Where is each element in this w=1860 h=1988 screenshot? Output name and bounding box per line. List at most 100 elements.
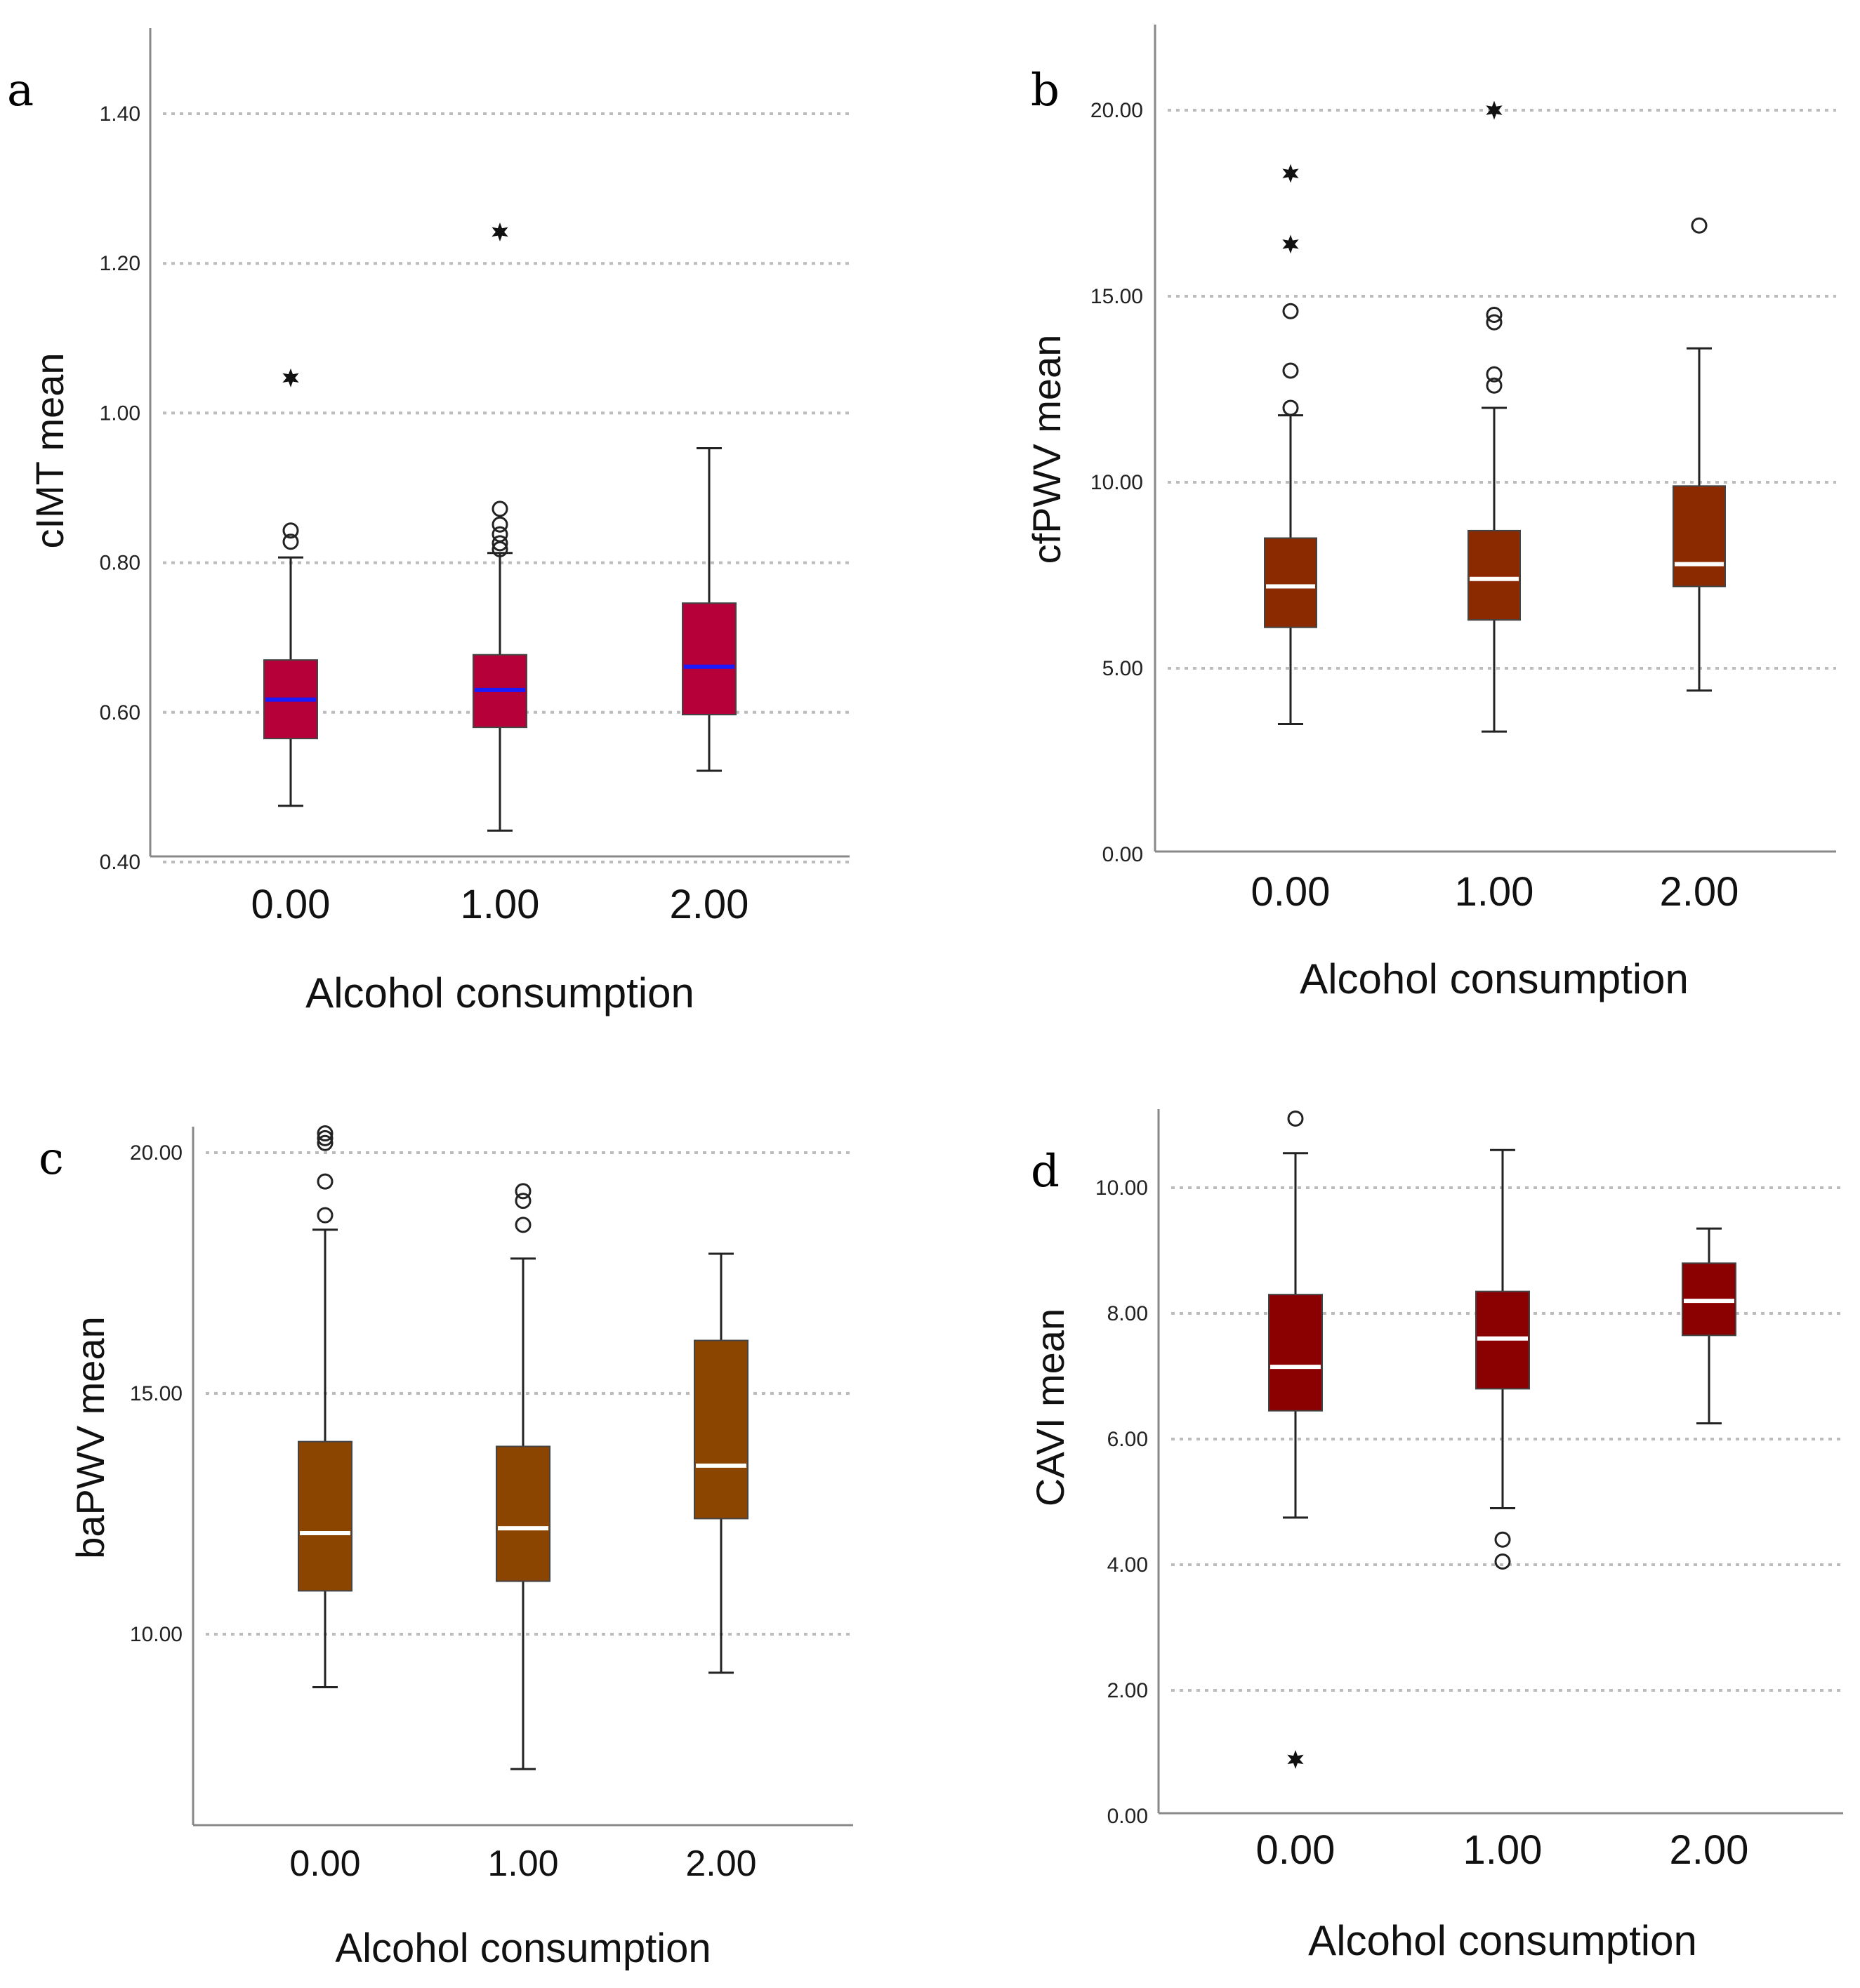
y-tick-label: 4.00 bbox=[1107, 1553, 1148, 1577]
box-group bbox=[1264, 164, 1317, 725]
chart-panel-b: b 0.00 5.00 10.00 15.00 20.00 0.00 1.00 2.00 Alco… bbox=[1024, 25, 1836, 1002]
panel-letter: a bbox=[7, 65, 34, 117]
outlier-marker bbox=[1282, 399, 1299, 416]
box bbox=[1264, 537, 1317, 628]
outlier-marker bbox=[1494, 1531, 1511, 1548]
outlier-marker bbox=[317, 1129, 334, 1146]
extreme-marker bbox=[492, 222, 508, 241]
y-tick-label: 2.00 bbox=[1107, 1679, 1148, 1702]
x-axis-label: Alcohol consumption bbox=[1308, 1917, 1697, 1964]
box-group bbox=[1475, 1148, 1530, 1570]
y-tick-label: 10.00 bbox=[130, 1623, 183, 1646]
x-tick-label: 2.00 bbox=[1660, 869, 1739, 915]
outlier-marker bbox=[1691, 217, 1708, 234]
x-axis-label: Alcohol consumption bbox=[335, 1926, 711, 1971]
panel-letter: d bbox=[1031, 1146, 1060, 1198]
box-group bbox=[694, 1252, 748, 1674]
x-tick-label: 0.00 bbox=[289, 1843, 360, 1884]
outlier-marker bbox=[282, 534, 299, 550]
outlier-marker bbox=[515, 1193, 532, 1210]
y-tick-label: 15.00 bbox=[130, 1382, 183, 1405]
y-tick-label: 20.00 bbox=[130, 1141, 183, 1165]
outlier-marker bbox=[492, 526, 508, 543]
box-group bbox=[1673, 217, 1726, 692]
extreme-marker bbox=[1287, 1749, 1304, 1769]
x-tick-label: 1.00 bbox=[1455, 869, 1534, 915]
outlier-marker bbox=[317, 1125, 334, 1142]
y-tick-label: 10.00 bbox=[1095, 1177, 1148, 1200]
box bbox=[298, 1440, 352, 1592]
outlier-marker bbox=[492, 535, 508, 552]
outlier-marker bbox=[317, 1207, 334, 1224]
y-tick-label: 0.80 bbox=[100, 552, 140, 575]
box bbox=[1268, 1294, 1323, 1412]
x-tick-label: 1.00 bbox=[1463, 1827, 1543, 1873]
x-tick-label: 0.00 bbox=[1256, 1827, 1335, 1873]
chart-panel-a: a 0.40 0.60 0.80 1.00 1.20 1.40 0.00 1.00 2.00 Alc… bbox=[7, 28, 850, 1016]
y-tick-label: 1.20 bbox=[100, 252, 140, 275]
y-axis-label: cIMT mean bbox=[27, 352, 72, 548]
x-tick-label: 1.00 bbox=[461, 882, 540, 927]
panel-letter: b bbox=[1031, 65, 1060, 117]
x-axis-label: Alcohol consumption bbox=[305, 969, 694, 1016]
outlier-marker bbox=[1486, 366, 1503, 383]
y-axis-label: baPWV mean bbox=[68, 1316, 112, 1559]
outlier-marker bbox=[282, 522, 299, 539]
y-tick-label: 0.60 bbox=[100, 701, 140, 724]
box-group bbox=[1467, 100, 1521, 733]
y-tick-label: 5.00 bbox=[1102, 657, 1143, 680]
y-tick-label: 1.00 bbox=[100, 402, 140, 425]
box bbox=[694, 1339, 748, 1520]
box-group bbox=[1268, 1111, 1323, 1769]
outlier-marker bbox=[1486, 307, 1503, 323]
box-group bbox=[298, 1125, 352, 1688]
outlier-marker bbox=[492, 516, 508, 533]
outlier-marker bbox=[1282, 362, 1299, 379]
outlier-marker bbox=[515, 1183, 532, 1200]
x-tick-label: 1.00 bbox=[487, 1843, 558, 1884]
extreme-marker bbox=[282, 368, 299, 387]
extreme-marker bbox=[1282, 164, 1299, 183]
y-tick-label: 10.00 bbox=[1090, 471, 1143, 494]
y-tick-label: 0.00 bbox=[1107, 1805, 1148, 1828]
chart-panel-c: c 10.00 15.00 20.00 0.00 1.00 2.00 Alcohol cons… bbox=[39, 1125, 853, 1971]
y-tick-label: 6.00 bbox=[1107, 1428, 1148, 1451]
outlier-marker bbox=[1287, 1111, 1304, 1127]
box-group bbox=[682, 447, 737, 772]
outlier-marker bbox=[492, 501, 508, 517]
x-tick-label: 0.00 bbox=[251, 882, 331, 927]
box-group bbox=[496, 1183, 550, 1770]
outlier-marker bbox=[515, 1217, 532, 1233]
x-tick-label: 0.00 bbox=[1251, 869, 1331, 915]
extreme-marker bbox=[1486, 100, 1503, 120]
y-tick-label: 0.00 bbox=[1102, 843, 1143, 866]
x-tick-label: 2.00 bbox=[685, 1843, 756, 1884]
box-group bbox=[263, 368, 318, 807]
box-group bbox=[1682, 1227, 1736, 1425]
y-tick-label: 1.40 bbox=[100, 102, 140, 126]
y-axis-label: cfPWV mean bbox=[1024, 335, 1069, 564]
chart-panel-d: d 0.00 2.00 4.00 6.00 8.00 10.00 0.00 1.00 2.00 Al… bbox=[1028, 1109, 1843, 1964]
outlier-marker bbox=[1486, 377, 1503, 394]
outlier-marker bbox=[317, 1173, 334, 1190]
x-axis-label: Alcohol consumption bbox=[1300, 955, 1689, 1002]
panel-letter: c bbox=[39, 1133, 64, 1185]
outlier-marker bbox=[1282, 303, 1299, 319]
y-tick-label: 15.00 bbox=[1090, 285, 1143, 308]
x-tick-label: 2.00 bbox=[670, 882, 749, 927]
box bbox=[1673, 485, 1726, 588]
box bbox=[1467, 529, 1521, 621]
y-tick-label: 8.00 bbox=[1107, 1302, 1148, 1325]
outlier-marker bbox=[1494, 1553, 1511, 1570]
outlier-marker bbox=[317, 1134, 334, 1151]
y-tick-label: 0.40 bbox=[100, 851, 140, 874]
x-tick-label: 2.00 bbox=[1670, 1827, 1749, 1873]
box bbox=[496, 1445, 550, 1582]
y-axis-label: CAVI mean bbox=[1028, 1308, 1072, 1506]
box-group bbox=[473, 222, 527, 832]
y-tick-label: 20.00 bbox=[1090, 99, 1143, 122]
extreme-marker bbox=[1282, 234, 1299, 254]
box bbox=[682, 602, 737, 715]
